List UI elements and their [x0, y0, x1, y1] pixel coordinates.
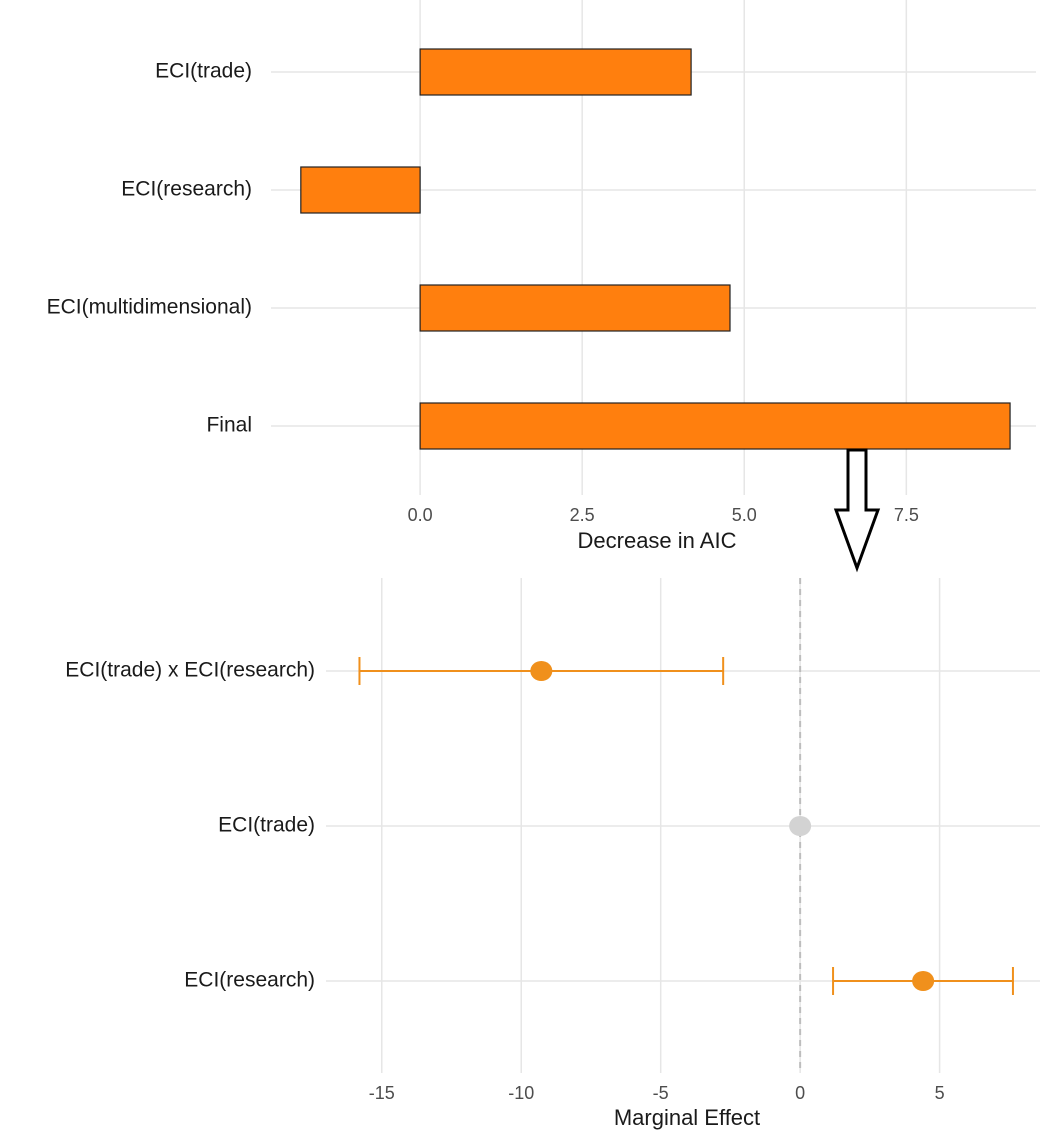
y-tick-label: ECI(research)	[184, 969, 315, 992]
y-tick-label: ECI(trade)	[218, 814, 315, 837]
x-tick-label: 0	[795, 1083, 805, 1103]
bar	[419, 284, 731, 332]
y-tick-label: ECI(multidimensional)	[47, 296, 252, 319]
point	[789, 816, 812, 836]
bar	[419, 402, 1011, 450]
point	[530, 661, 553, 681]
x-tick-label: 0.0	[408, 505, 433, 525]
x-tick-label: -5	[653, 1083, 669, 1103]
arrow	[833, 448, 881, 573]
x-tick-label: 7.5	[894, 505, 919, 525]
x-tick-label: 5	[935, 1083, 945, 1103]
y-tick-label: ECI(trade) x ECI(research)	[65, 659, 315, 682]
y-tick-label: ECI(trade)	[155, 60, 252, 83]
y-tick-label: Final	[206, 414, 252, 437]
x-axis-title: Decrease in AIC	[578, 528, 737, 553]
bar	[419, 48, 692, 96]
x-tick-label: -15	[369, 1083, 395, 1103]
x-axis-title: Marginal Effect	[614, 1105, 760, 1130]
x-tick-label: 5.0	[732, 505, 757, 525]
x-tick-label: 2.5	[570, 505, 595, 525]
bar	[300, 166, 421, 214]
y-tick-label: ECI(research)	[121, 178, 252, 201]
x-tick-label: -10	[508, 1083, 534, 1103]
point	[912, 971, 935, 991]
